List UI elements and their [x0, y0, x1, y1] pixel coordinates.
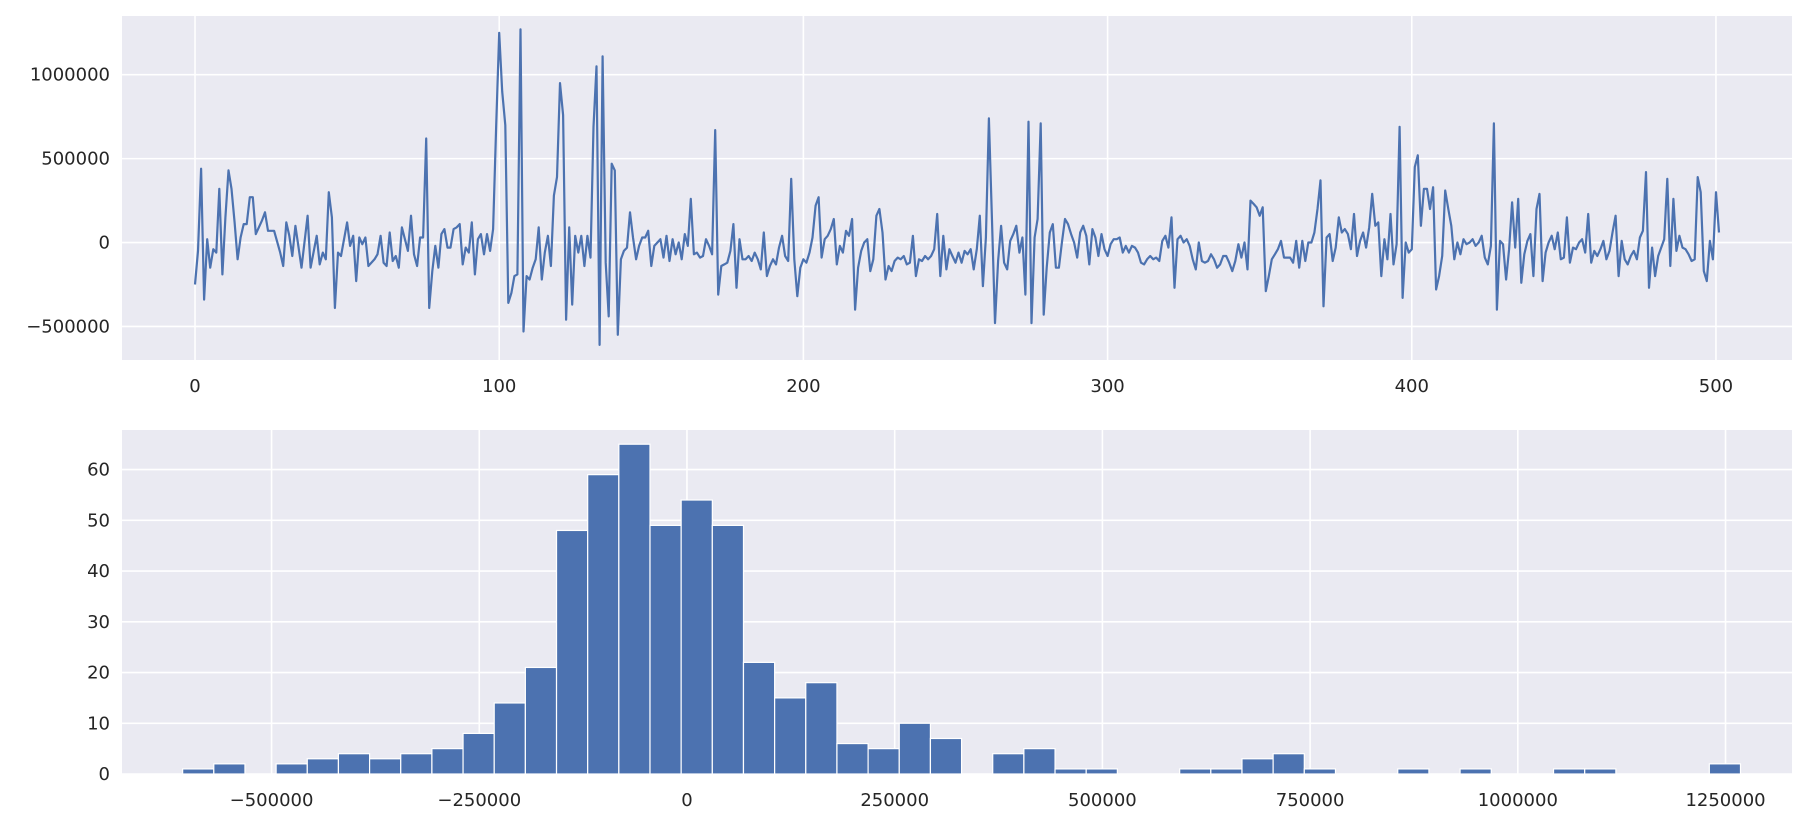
histogram-bar	[182, 768, 215, 775]
histogram-bar	[618, 443, 651, 775]
histogram-bar	[1054, 768, 1087, 775]
histogram-bar	[1584, 768, 1617, 775]
histogram-plot-area	[122, 430, 1792, 774]
histogram-x-tick-label: −500000	[230, 790, 314, 811]
histogram-bar	[1272, 753, 1305, 775]
histogram-bar	[337, 753, 371, 775]
histogram-bar	[1708, 763, 1742, 775]
line-y-tick-label: 0	[99, 233, 110, 254]
line-x-ticks: 0 100 200 300 400 500	[189, 376, 1733, 397]
line-gridlines	[122, 16, 1792, 360]
histogram-bar	[1179, 768, 1212, 775]
line-x-tick-label: 400	[1395, 376, 1429, 397]
line-chart: −500000 0 500000 1000000 0 100 200 300 400 500	[26, 16, 1792, 397]
histogram-chart: 0 10 20 30 40 50 60 −500000 −250000 0 250000 50000…	[87, 430, 1792, 811]
histogram-bar	[1210, 768, 1243, 775]
line-x-tick-label: 100	[482, 376, 516, 397]
line-x-tick-label: 300	[1090, 376, 1124, 397]
line-y-tick-label: 500000	[41, 149, 110, 170]
line-x-tick-label: 500	[1699, 376, 1733, 397]
histogram-y-ticks: 0 10 20 30 40 50 60	[87, 460, 110, 785]
histogram-x-tick-label: 750000	[1276, 790, 1345, 811]
histogram-bar	[1459, 768, 1492, 775]
histogram-bar	[742, 661, 776, 775]
histogram-x-tick-label: 250000	[860, 790, 929, 811]
histogram-bar	[898, 722, 932, 775]
histogram-bar	[1085, 768, 1118, 775]
histogram-bar	[1397, 768, 1430, 775]
histogram-bar	[1023, 748, 1056, 775]
histogram-bars	[182, 443, 1742, 775]
histogram-x-tick-label: 0	[681, 790, 692, 811]
histogram-bar	[400, 753, 433, 775]
line-x-tick-label: 0	[189, 376, 200, 397]
histogram-bar	[649, 524, 682, 775]
line-y-tick-label: 1000000	[30, 65, 110, 86]
histogram-bar	[493, 702, 526, 775]
line-x-tick-label: 200	[786, 376, 820, 397]
histogram-y-tick-label: 0	[99, 764, 110, 785]
line-plot-area	[122, 16, 1792, 360]
histogram-bar	[213, 763, 246, 775]
histogram-bar	[1552, 768, 1586, 775]
histogram-bar	[368, 758, 402, 775]
histogram-bar	[774, 697, 807, 775]
line-y-ticks: −500000 0 500000 1000000	[26, 65, 110, 338]
histogram-x-tick-label: 1250000	[1685, 790, 1765, 811]
histogram-bar	[431, 748, 464, 775]
histogram-x-tick-label: −250000	[437, 790, 521, 811]
histogram-x-tick-label: 500000	[1068, 790, 1137, 811]
histogram-y-tick-label: 20	[87, 663, 110, 684]
histogram-y-tick-label: 10	[87, 713, 110, 734]
series-line	[193, 28, 1721, 346]
histogram-bar	[587, 474, 620, 775]
histogram-bar	[275, 763, 308, 775]
histogram-bar	[680, 499, 713, 775]
histogram-bar	[711, 524, 745, 775]
histogram-bar	[836, 742, 869, 775]
histogram-bar	[1303, 768, 1337, 775]
histogram-y-tick-label: 60	[87, 460, 110, 481]
histogram-y-tick-label: 40	[87, 561, 110, 582]
histogram-bar	[992, 753, 1025, 775]
histogram-x-tick-label: 1000000	[1478, 790, 1558, 811]
histogram-y-tick-label: 30	[87, 612, 110, 633]
histogram-bar	[805, 682, 838, 775]
line-y-tick-label: −500000	[26, 316, 110, 337]
histogram-bar	[929, 737, 963, 775]
histogram-bar	[555, 529, 589, 775]
histogram-bar	[524, 666, 558, 775]
histogram-bar	[462, 732, 495, 775]
histogram-x-ticks: −500000 −250000 0 250000 500000 750000 1000000…	[230, 790, 1766, 811]
histogram-y-tick-label: 50	[87, 510, 110, 531]
histogram-bar	[306, 758, 340, 775]
histogram-bar	[867, 748, 900, 775]
histogram-bar	[1241, 758, 1274, 775]
